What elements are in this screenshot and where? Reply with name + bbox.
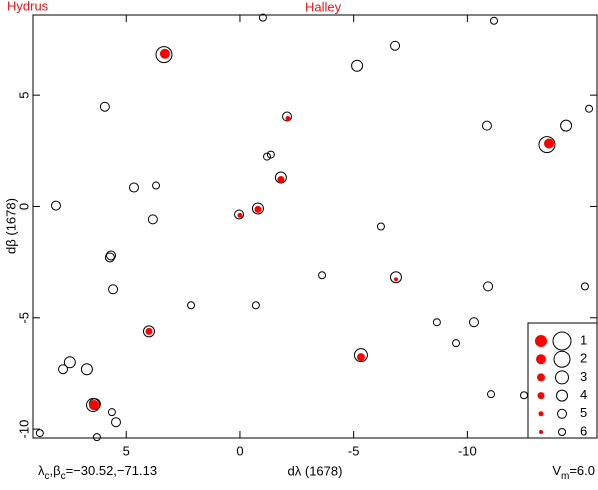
- star-circle: [108, 284, 119, 295]
- star-circle: [266, 150, 275, 159]
- footer-part: =6.0: [569, 463, 595, 478]
- star-circle: [111, 417, 122, 428]
- y-tick-label: 0: [16, 203, 31, 210]
- star-circle: [58, 364, 69, 375]
- star-circle: [560, 119, 573, 132]
- footer-part: c: [61, 471, 66, 482]
- footer-part: λ: [38, 463, 45, 478]
- star-circle: [389, 271, 402, 284]
- legend-circle: [557, 408, 567, 419]
- x-axis-label: dλ (1678): [288, 463, 343, 478]
- x-tick-label: -5: [348, 443, 360, 458]
- star-circle: [519, 391, 528, 400]
- star-circle: [432, 318, 441, 327]
- legend-dot: [535, 335, 547, 347]
- star-circle: [452, 339, 460, 348]
- star-circle: [318, 271, 327, 280]
- legend-label: 6: [580, 423, 587, 438]
- legend-dot: [536, 354, 546, 365]
- star-circle: [481, 120, 492, 131]
- y-tick-label: 5: [16, 92, 31, 99]
- red-dot: [356, 353, 365, 362]
- footer-part: V: [552, 463, 561, 478]
- star-circle: [92, 433, 101, 442]
- star-circle: [353, 348, 368, 363]
- annotation: Halley: [305, 0, 342, 14]
- star-circle: [376, 222, 385, 231]
- star-circle: [80, 363, 93, 376]
- y-tick-label: -5: [16, 312, 31, 324]
- footer-part: =−30.52,−71.13: [66, 463, 157, 478]
- legend-dot: [537, 373, 545, 382]
- star-circle: [187, 301, 196, 310]
- plot-frame: [32, 14, 598, 439]
- star-circle: [251, 301, 260, 310]
- star-circle: [99, 101, 110, 112]
- legend-dot: [537, 392, 545, 400]
- y-axis-label: dβ (1678): [3, 198, 18, 254]
- star-circle: [390, 40, 401, 51]
- footer-part: ,β: [50, 463, 61, 478]
- star-circle: [487, 390, 496, 399]
- star-circle: [86, 398, 101, 413]
- x-tick-label: 0: [236, 443, 243, 458]
- star-circle: [538, 136, 556, 154]
- legend-circle: [552, 331, 572, 351]
- x-tick-label: -10: [458, 443, 477, 458]
- star-circle: [147, 214, 158, 225]
- star-circle: [251, 202, 264, 215]
- star-circle: [128, 182, 139, 193]
- red-dot: [254, 205, 262, 213]
- legend-label: 2: [580, 351, 587, 366]
- star-circle: [50, 200, 61, 211]
- red-dot: [88, 400, 99, 411]
- red-dot: [159, 48, 170, 59]
- legend-dot: [538, 411, 544, 417]
- footer-part: c: [45, 471, 50, 482]
- annotation: Hydrus: [7, 0, 49, 13]
- legend-circle: [555, 370, 569, 385]
- star-circle: [483, 281, 494, 292]
- legend-circle: [553, 350, 571, 368]
- star-circle: [580, 282, 589, 291]
- footer-left: λc,βc=−30.52,−71.13: [38, 463, 157, 481]
- star-circle: [106, 250, 117, 261]
- x-tick-label: 5: [123, 443, 130, 458]
- legend-label: 4: [580, 387, 587, 402]
- legend-label: 3: [580, 369, 587, 384]
- legend-dot: [539, 430, 543, 434]
- legend-label: 5: [580, 405, 587, 420]
- star-circle: [35, 429, 44, 438]
- red-dot: [237, 212, 243, 218]
- legend-circle: [558, 428, 566, 436]
- star-circle: [489, 16, 498, 25]
- footer-part: m: [561, 471, 569, 482]
- footer-right: Vm=6.0: [552, 463, 595, 481]
- red-dot: [393, 277, 398, 282]
- star-circle: [155, 46, 173, 64]
- star-circle: [142, 325, 155, 338]
- star-circle: [258, 13, 267, 22]
- star-circle: [468, 317, 479, 328]
- star-circle: [152, 181, 161, 190]
- star-circle: [63, 356, 76, 369]
- star-circle: [351, 59, 364, 72]
- star-circle: [585, 104, 594, 113]
- star-circle: [263, 152, 272, 161]
- legend-label: 1: [580, 332, 587, 347]
- star-circle: [282, 111, 293, 122]
- red-dot: [285, 116, 291, 122]
- red-dot: [145, 327, 153, 335]
- legend-circle: [556, 389, 568, 402]
- star-circle: [234, 209, 245, 220]
- red-dot: [277, 176, 285, 184]
- star-circle: [104, 252, 115, 263]
- y-tick-label: -10: [16, 420, 31, 439]
- red-dot: [544, 138, 555, 149]
- star-circle: [107, 408, 116, 417]
